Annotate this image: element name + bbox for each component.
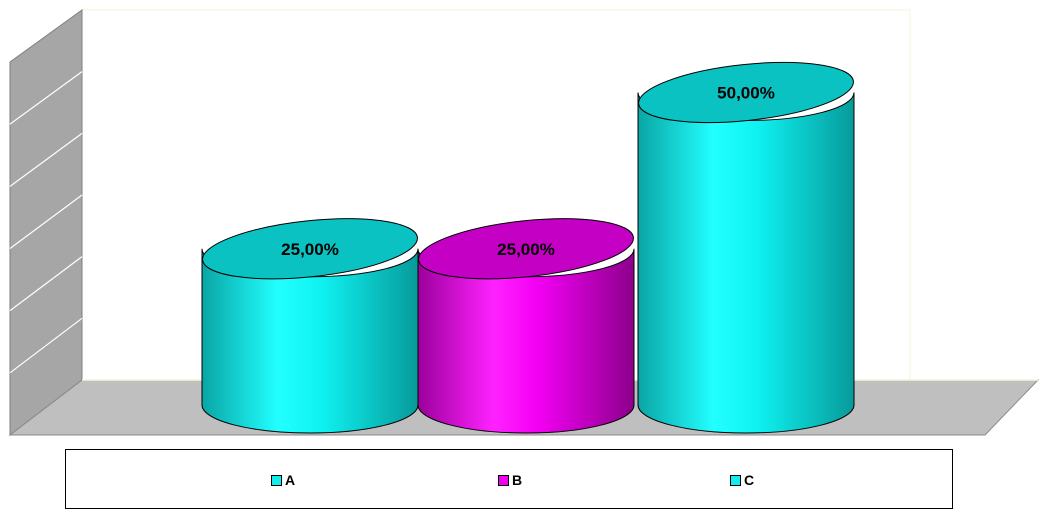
data-label: 50,00% [717,84,775,103]
gridline [9,132,83,187]
bar-top-cap [638,61,854,124]
bar-series: 25,00% 25,00% 50,00% [201,61,855,434]
gridline [9,71,83,125]
legend-swatch-a [271,474,282,486]
data-label: 25,00% [497,240,555,259]
gridline [9,317,83,374]
legend-label-b: B [512,472,523,488]
chart-area: 25,00% 25,00% 50,00% [8,9,1040,437]
side-gridlines [9,71,83,374]
legend-item-a: A [271,472,295,488]
data-label: 25,00% [281,240,339,259]
legend-swatch-c [730,474,741,486]
bar-top-cap [202,218,418,280]
chart-side-wall [9,9,83,437]
legend-label-a: A [285,472,296,488]
legend-label-c: C [744,472,755,488]
bar-body [637,92,855,434]
gridline [9,194,83,249]
bar-b: 25,00% [417,218,635,434]
gridline [9,256,83,312]
legend-item-c: C [730,472,754,488]
legend-swatch-b [498,474,509,486]
bar-c: 50,00% [637,61,855,434]
legend-item-b: B [498,472,522,488]
bar-top-cap [418,218,634,280]
bar-a: 25,00% [201,218,419,434]
legend: A B C [65,449,953,509]
